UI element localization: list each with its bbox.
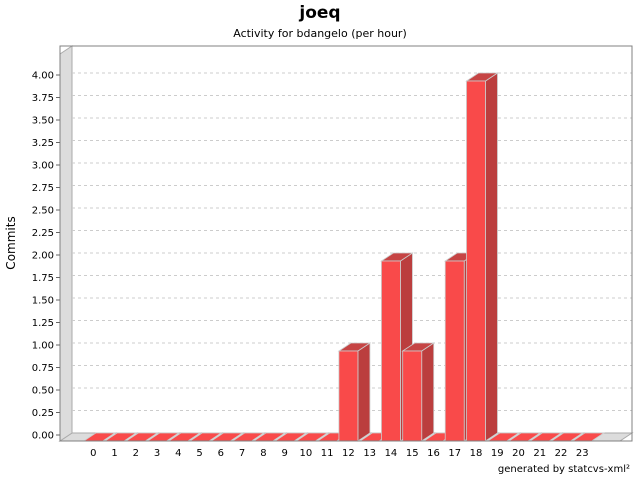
x-tick-label: 7 (239, 448, 245, 459)
x-tick-label: 23 (576, 448, 589, 459)
x-tick-label: 6 (218, 448, 224, 459)
y-tick-label: 3.00 (32, 161, 54, 172)
y-tick-label: 0.75 (32, 363, 54, 374)
y-tick-label: 3.75 (32, 93, 54, 104)
x-tick-label: 4 (175, 448, 181, 459)
x-tick-label: 20 (512, 448, 525, 459)
y-tick-label: 2.50 (32, 206, 54, 217)
plot-left-wall (59, 45, 73, 442)
x-tick-label: 14 (385, 448, 398, 459)
bar-side-hour-12 (357, 342, 371, 442)
x-tick-label: 12 (342, 448, 355, 459)
x-tick-label: 13 (363, 448, 376, 459)
chart-title: joeq (299, 3, 341, 23)
y-tick-label: 1.00 (32, 341, 54, 352)
y-tick-label: 2.25 (32, 228, 54, 239)
y-tick-label: 1.25 (32, 318, 54, 329)
x-tick-label: 18 (470, 448, 483, 459)
x-tick-label: 0 (90, 448, 96, 459)
y-tick-label: 1.50 (32, 296, 54, 307)
bar-side-hour-15 (421, 342, 435, 442)
y-tick-label: 0.25 (32, 408, 54, 419)
bar-hour-17 (444, 260, 465, 442)
plot-border (59, 45, 633, 442)
x-tick-label: 8 (260, 448, 266, 459)
y-axis-title: Commits (4, 216, 18, 269)
x-tick-label: 2 (133, 448, 139, 459)
y-tick-label: 4.00 (32, 71, 54, 82)
x-tick-label: 3 (154, 448, 160, 459)
x-tick-label: 11 (321, 448, 334, 459)
x-tick-label: 21 (533, 448, 546, 459)
x-tick-label: 19 (491, 448, 504, 459)
bar-side-hour-18 (485, 72, 498, 442)
x-tick-label: 22 (555, 448, 568, 459)
y-tick-label: 3.50 (32, 116, 54, 127)
chart-subtitle: Activity for bdangelo (per hour) (233, 27, 407, 40)
bar-hour-15 (402, 350, 423, 442)
x-tick-label: 15 (406, 448, 419, 459)
x-tick-label: 1 (111, 448, 117, 459)
x-tick-label: 10 (300, 448, 313, 459)
x-tick-label: 9 (281, 448, 287, 459)
bar-hour-14 (381, 260, 401, 442)
credit-text: generated by statcvs-xml² (497, 464, 630, 475)
y-tick-label: 1.75 (32, 273, 54, 284)
y-tick-label: 2.00 (32, 251, 54, 262)
bar-hour-12 (338, 350, 359, 442)
x-tick-label: 17 (448, 448, 461, 459)
x-tick-label: 16 (427, 448, 440, 459)
y-tick-label: 3.25 (32, 138, 54, 149)
x-tick-label: 5 (196, 448, 202, 459)
bar-hour-18 (466, 80, 486, 442)
y-tick-label: 2.75 (32, 183, 54, 194)
y-tick-label: 0.50 (32, 386, 54, 397)
y-tick-label: 0.00 (32, 431, 54, 442)
